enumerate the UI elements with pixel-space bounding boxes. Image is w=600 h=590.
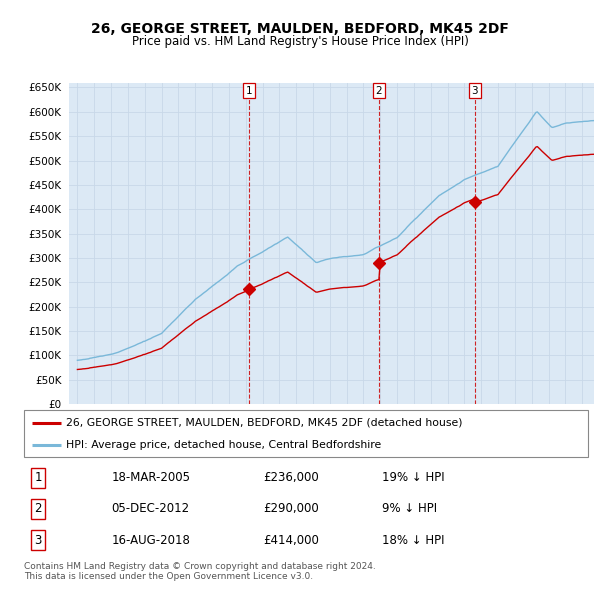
Text: 1: 1 [34, 471, 42, 484]
Text: Contains HM Land Registry data © Crown copyright and database right 2024.
This d: Contains HM Land Registry data © Crown c… [24, 562, 376, 581]
Text: 26, GEORGE STREET, MAULDEN, BEDFORD, MK45 2DF (detached house): 26, GEORGE STREET, MAULDEN, BEDFORD, MK4… [66, 418, 463, 428]
Text: Price paid vs. HM Land Registry's House Price Index (HPI): Price paid vs. HM Land Registry's House … [131, 35, 469, 48]
FancyBboxPatch shape [24, 410, 588, 457]
Text: HPI: Average price, detached house, Central Bedfordshire: HPI: Average price, detached house, Cent… [66, 440, 382, 450]
Text: 18-MAR-2005: 18-MAR-2005 [112, 471, 190, 484]
Text: 9% ↓ HPI: 9% ↓ HPI [382, 502, 437, 516]
Text: 3: 3 [472, 86, 478, 96]
Text: 18% ↓ HPI: 18% ↓ HPI [382, 533, 445, 546]
Text: 16-AUG-2018: 16-AUG-2018 [112, 533, 190, 546]
Text: 1: 1 [246, 86, 253, 96]
Text: £414,000: £414,000 [264, 533, 320, 546]
Text: 05-DEC-2012: 05-DEC-2012 [112, 502, 190, 516]
Text: £236,000: £236,000 [264, 471, 319, 484]
Text: 2: 2 [376, 86, 382, 96]
Text: 19% ↓ HPI: 19% ↓ HPI [382, 471, 445, 484]
Text: £290,000: £290,000 [264, 502, 319, 516]
Text: 2: 2 [34, 502, 42, 516]
Text: 26, GEORGE STREET, MAULDEN, BEDFORD, MK45 2DF: 26, GEORGE STREET, MAULDEN, BEDFORD, MK4… [91, 22, 509, 36]
Text: 3: 3 [34, 533, 42, 546]
